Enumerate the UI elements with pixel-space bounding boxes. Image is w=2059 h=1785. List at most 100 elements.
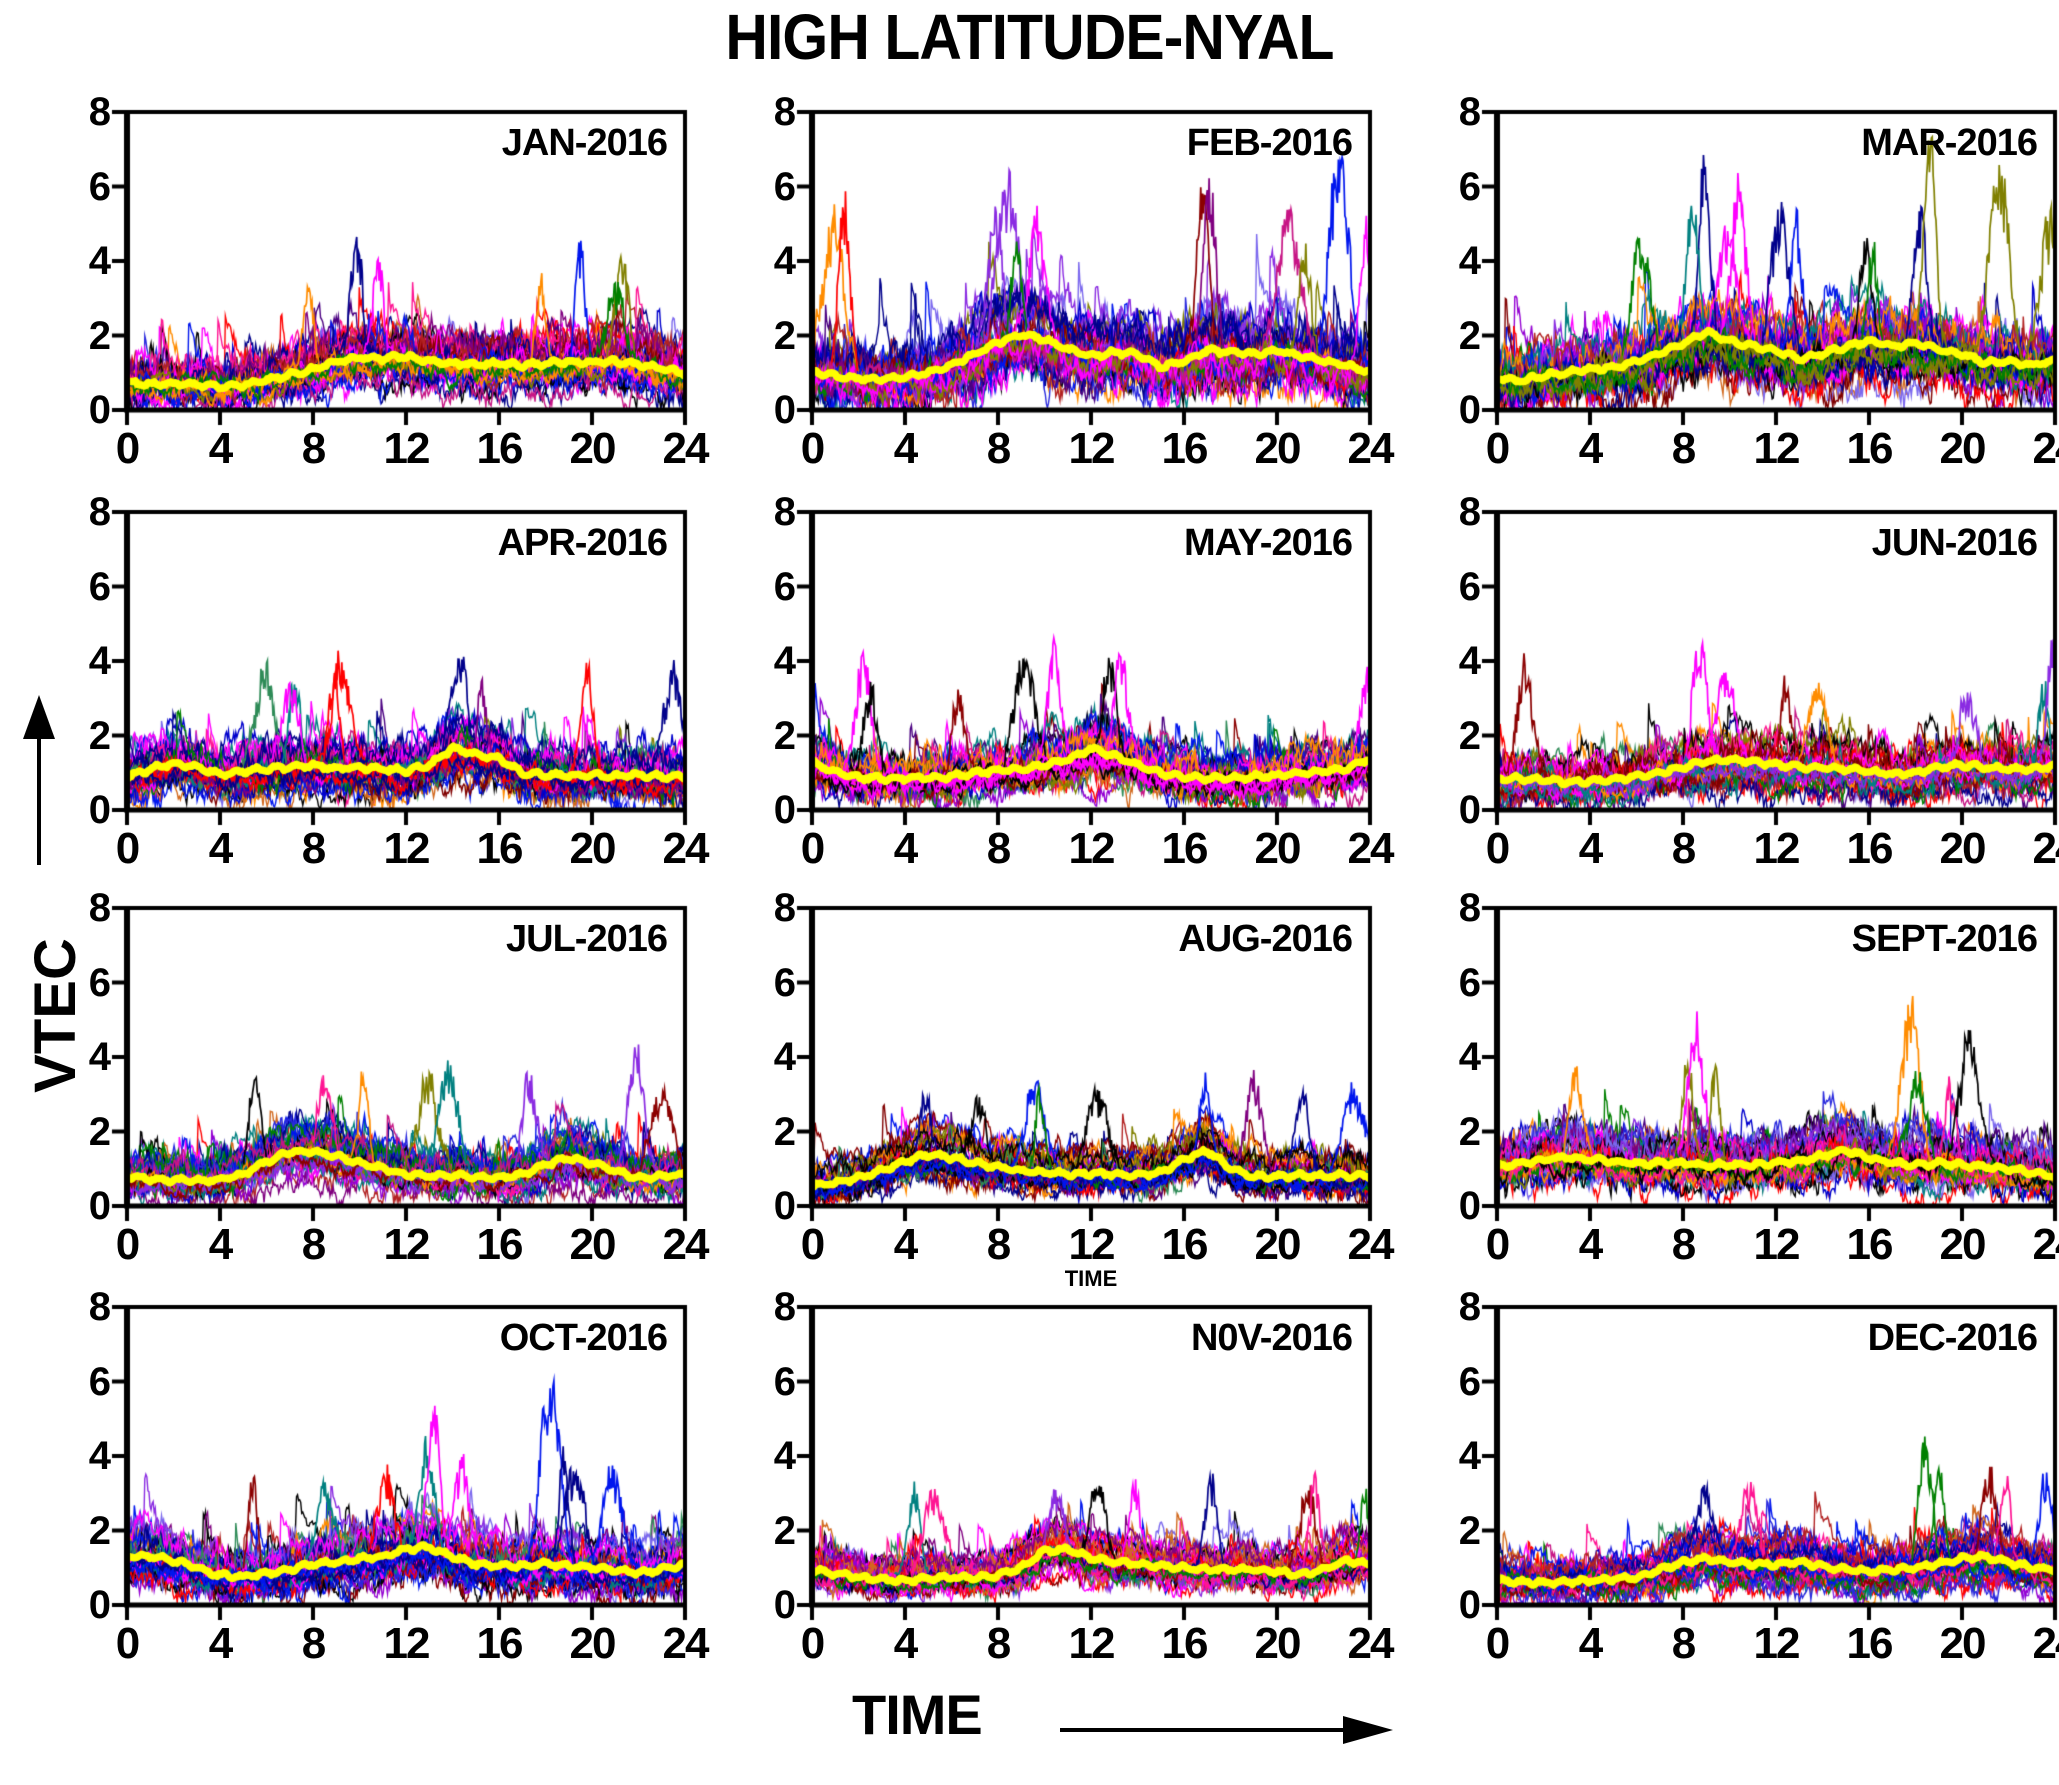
x-tick-label: 20 [1254,424,1302,473]
x-axis-title: TIME [852,1683,983,1746]
x-tick-label: 24 [662,1619,710,1668]
y-tick-label: 6 [1458,960,1481,1005]
x-tick-label: 20 [569,824,617,873]
x-tick-label: 0 [1485,1619,1510,1668]
plot-canvas [111,1303,693,1625]
y-tick-label: 2 [773,713,796,758]
x-tick-label: 0 [1485,424,1510,473]
y-tick-label: 8 [773,886,796,930]
subplot-month-label: MAY-2016 [1183,522,1353,564]
plot-canvas [1481,904,2059,1226]
x-tick-label: 20 [1939,424,1987,473]
plot-canvas [796,508,1378,830]
x-tick-label: 12 [383,424,431,473]
y-tick-label: 8 [88,90,111,134]
y-tick-label: 4 [773,239,796,283]
x-tick-label: 24 [662,1220,710,1269]
x-tick-label: 4 [208,424,233,473]
x-tick-label: 20 [1254,1619,1302,1668]
subplot-month-label: N0V-2016 [1190,1317,1353,1359]
y-tick-label: 6 [88,1359,111,1404]
y-tick-label: 8 [1458,886,1481,930]
subplot-month-label: DEC-2016 [1867,1317,2038,1359]
y-tick-label: 0 [1458,1583,1481,1627]
x-tick-label: 4 [1578,1220,1603,1269]
subplot-feb-2016: FEB-2016 8 6 4 2 0 0 4 8 12 16 20 24 [774,90,1395,473]
x-tick-label: 24 [662,424,710,473]
y-tick-label: 2 [773,1109,796,1154]
subplot-month-label: MAR-2016 [1861,122,2038,164]
x-tick-label: 4 [1578,424,1603,473]
y-tick-label: 8 [88,490,111,534]
y-tick-label: 2 [1458,1109,1481,1154]
x-tick-label: 8 [301,824,326,873]
y-tick-label: 0 [88,1184,111,1228]
x-tick-label: 12 [1753,1619,1801,1668]
subplot-oct-2016: OCT-2016 8 6 4 2 0 0 4 8 12 16 20 24 [89,1285,710,1668]
x-tick-label: 20 [1254,1220,1302,1269]
x-tick-label: 8 [986,824,1011,873]
x-tick-label: 12 [1753,424,1801,473]
x-tick-label: 0 [800,824,825,873]
y-tick-label: 2 [1458,713,1481,758]
subplot-apr-2016: APR-2016 8 6 4 2 0 0 4 8 12 16 20 24 [89,490,710,873]
plot-canvas [111,508,693,830]
x-tick-label: 24 [1347,424,1395,473]
x-tick-label: 20 [569,1220,617,1269]
y-tick-label: 0 [773,1583,796,1627]
subplot-month-label: JUL-2016 [506,918,668,960]
x-tick-label: 8 [986,424,1011,473]
subplot-may-2016: MAY-2016 8 6 4 2 0 0 4 8 12 16 20 24 [774,490,1395,873]
x-tick-label: 16 [476,1220,524,1269]
plot-canvas [796,1303,1378,1625]
plot-canvas [111,904,693,1226]
x-tick-label: 20 [1939,824,1987,873]
subplot-jan-2016: JAN-2016 8 6 4 2 0 0 4 8 12 16 20 24 [89,90,710,473]
x-tick-label: 24 [2032,824,2059,873]
x-tick-label: 4 [208,1220,233,1269]
subplot-month-label: JAN-2016 [501,122,668,164]
y-tick-label: 6 [773,164,796,209]
x-tick-label: 20 [1939,1220,1987,1269]
x-tick-label: 8 [1671,424,1696,473]
x-tick-label: 16 [1846,824,1894,873]
y-tick-label: 6 [773,960,796,1005]
x-tick-label: 12 [383,1619,431,1668]
y-tick-label: 2 [88,1508,111,1553]
y-tick-label: 6 [773,564,796,609]
x-tick-label: 8 [986,1619,1011,1668]
y-tick-label: 0 [1458,1184,1481,1228]
y-tick-label: 6 [88,164,111,209]
y-tick-label: 4 [773,639,796,683]
y-tick-label: 0 [1458,388,1481,432]
x-tick-label: 4 [1578,1619,1603,1668]
x-tick-label: 24 [662,824,710,873]
x-tick-label: 16 [1846,1220,1894,1269]
subplot-jul-2016: JUL-2016 8 6 4 2 0 0 4 8 12 16 20 24 [89,886,710,1269]
x-tick-label: 16 [1161,424,1209,473]
x-tick-label: 8 [1671,1220,1696,1269]
x-tick-label: 12 [383,824,431,873]
x-tick-label: 4 [893,424,918,473]
y-tick-label: 0 [773,1184,796,1228]
x-tick-label: 4 [893,1619,918,1668]
y-tick-label: 2 [773,313,796,358]
x-tick-label: 16 [476,824,524,873]
y-tick-label: 2 [1458,313,1481,358]
y-tick-label: 6 [1458,564,1481,609]
y-tick-label: 8 [773,90,796,134]
y-tick-label: 0 [1458,788,1481,832]
y-tick-label: 8 [773,1285,796,1329]
plot-canvas [796,108,1378,430]
subplot-month-label: FEB-2016 [1186,122,1353,164]
subplot-n0v-2016: N0V-2016 8 6 4 2 0 0 4 8 12 16 20 24 [774,1285,1395,1668]
x-tick-label: 20 [569,1619,617,1668]
subplot-month-label: AUG-2016 [1178,918,1353,960]
y-tick-label: 4 [88,1035,111,1079]
y-tick-label: 4 [1458,239,1481,283]
y-tick-label: 8 [773,490,796,534]
y-tick-label: 6 [88,960,111,1005]
y-tick-label: 4 [88,639,111,683]
x-tick-label: 12 [1753,824,1801,873]
